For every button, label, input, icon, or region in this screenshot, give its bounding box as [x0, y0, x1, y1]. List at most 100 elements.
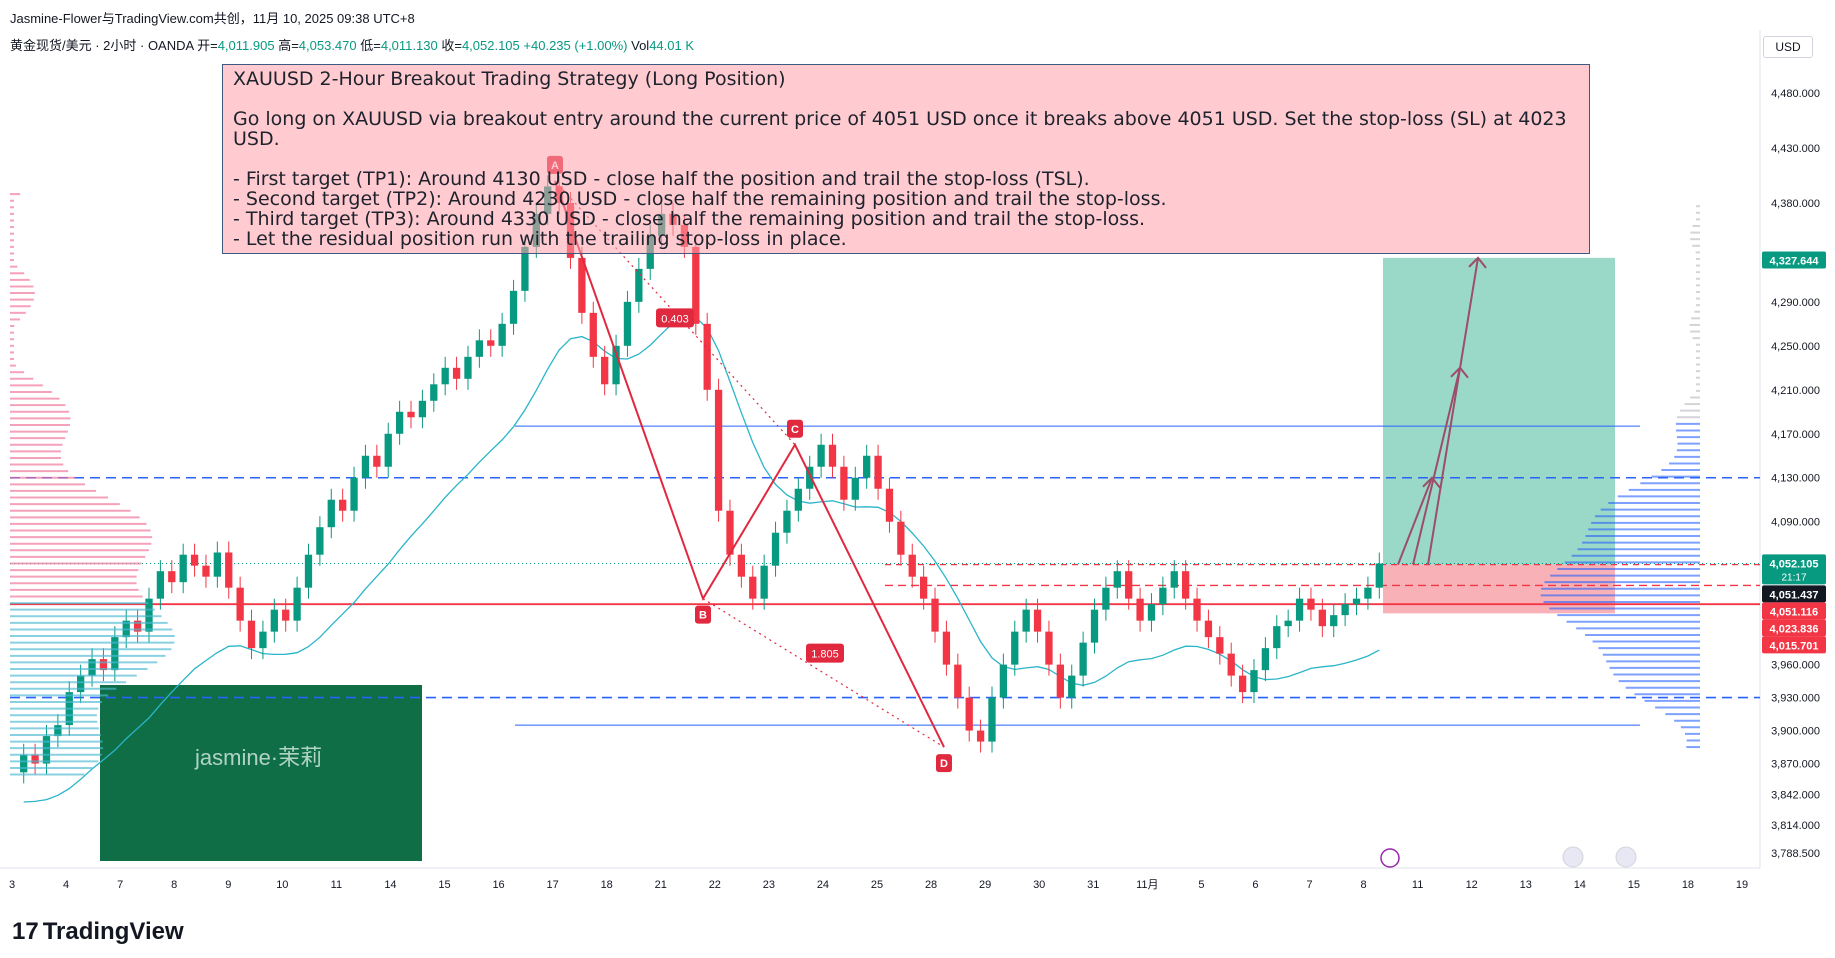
- candle-body-21: [259, 631, 267, 649]
- candle-body-54: [635, 268, 643, 302]
- candle-body-2: [42, 736, 51, 764]
- candle-body-69: [806, 466, 814, 489]
- candle-body-14: [179, 554, 187, 583]
- x-tick-label-1: 4: [63, 879, 69, 891]
- vol-label: Vol: [631, 38, 650, 53]
- candle-body-65: [760, 565, 768, 599]
- y-tick-label-5: 4,210.000: [1771, 385, 1820, 397]
- target-arrow-1: [1397, 477, 1433, 565]
- x-tick-label-22: 5: [1198, 879, 1204, 891]
- x-tick-label-6: 11: [331, 879, 342, 891]
- watermark-text: jasmine·茉莉: [195, 745, 323, 770]
- candle-body-25: [304, 554, 313, 588]
- fib-ratio-badge-1: [806, 643, 844, 663]
- candle-body-95: [1102, 587, 1110, 610]
- candle-body-60: [703, 323, 711, 390]
- candle-body-15: [190, 554, 199, 566]
- candle-body-88: [1022, 609, 1030, 632]
- candle-body-94: [1090, 609, 1099, 643]
- price-badge-label-1: 4,052.105: [1770, 558, 1819, 570]
- candle-body-6: [88, 659, 96, 676]
- x-tick-label-31: 18: [1682, 879, 1694, 891]
- y-tick-label-13: 3,842.000: [1771, 789, 1820, 801]
- currency-selector[interactable]: USD: [1763, 36, 1813, 58]
- strategy-title: XAUUSD 2-Hour Breakout Trading Strategy …: [233, 68, 786, 90]
- candle-body-39: [464, 356, 472, 379]
- candle-body-86: [999, 664, 1008, 698]
- price-badge-label-0: 4,327.644: [1770, 255, 1820, 267]
- low-label: 低=: [360, 38, 381, 53]
- candle-body-28: [339, 499, 347, 511]
- x-tick-label-17: 28: [925, 879, 937, 891]
- lightning-event-icon: [1380, 848, 1400, 868]
- price-badge-1: [1762, 554, 1826, 585]
- candle-body-38: [452, 367, 461, 379]
- candle-body-41: [487, 340, 495, 346]
- candle-body-33: [395, 411, 404, 434]
- x-tick-label-20: 31: [1087, 879, 1099, 891]
- candle-body-44: [521, 246, 529, 291]
- x-tick-label-25: 8: [1361, 879, 1367, 891]
- target-arrow-3: [1427, 257, 1479, 565]
- candle-body-61: [714, 389, 723, 511]
- x-tick-label-24: 7: [1306, 879, 1312, 891]
- y-tick-label-2: 4,380.000: [1771, 198, 1820, 210]
- candle-body-13: [168, 571, 176, 583]
- x-tick-label-2: 7: [117, 879, 123, 891]
- candle-body-51: [601, 356, 609, 385]
- candle-body-27: [327, 499, 335, 528]
- strategy-note[interactable]: XAUUSD 2-Hour Breakout Trading Strategy …: [222, 64, 1590, 254]
- candle-body-67: [783, 510, 791, 533]
- candle-body-37: [441, 367, 449, 385]
- candle-body-100: [1159, 587, 1167, 605]
- candle-body-42: [498, 323, 506, 346]
- x-tick-label-18: 29: [979, 879, 991, 891]
- candle-body-26: [316, 527, 324, 555]
- candle-body-98: [1136, 598, 1144, 621]
- harmonic-pattern-line: [554, 180, 945, 748]
- y-tick-label-0: 4,480.000: [1771, 88, 1820, 100]
- x-tick-label-3: 8: [171, 879, 177, 891]
- y-tick-label-12: 3,870.000: [1771, 759, 1820, 771]
- candle-body-113: [1307, 598, 1315, 610]
- price-badge-countdown-1: 21:17: [1781, 572, 1806, 583]
- x-tick-label-32: 19: [1736, 879, 1748, 891]
- price-badge-label-2: 4,051.437: [1770, 589, 1819, 601]
- candle-body-52: [612, 345, 620, 385]
- target-arrowhead-1: [1422, 476, 1441, 489]
- candle-body-103: [1193, 598, 1201, 621]
- candle-body-105: [1216, 637, 1224, 654]
- candle-body-30: [361, 455, 370, 478]
- x-tick-label-16: 25: [871, 879, 883, 891]
- candle-body-75: [874, 455, 882, 489]
- candle-body-82: [954, 664, 962, 698]
- tradingview-logo-text: TradingView: [42, 918, 184, 945]
- candle-body-70: [817, 444, 825, 467]
- candle-body-116: [1341, 604, 1349, 616]
- candle-body-84: [976, 730, 985, 742]
- candle-body-112: [1295, 598, 1304, 621]
- candle-body-22: [270, 609, 278, 632]
- candle-body-79: [919, 576, 928, 599]
- symbol-label[interactable]: 黄金现货/美元 · 2小时 · OANDA: [10, 38, 194, 53]
- candle-body-83: [965, 697, 973, 731]
- target-arrowhead-3: [1468, 256, 1487, 269]
- y-tick-label-14: 3,814.000: [1771, 820, 1820, 832]
- x-tick-label-26: 11: [1412, 879, 1423, 891]
- strategy-trailing: - Let the residual position run with the…: [233, 228, 847, 250]
- tradingview-logo[interactable]: 17 TradingView: [12, 918, 184, 946]
- candle-body-99: [1147, 604, 1156, 621]
- candle-body-71: [828, 444, 837, 467]
- x-tick-label-10: 17: [547, 879, 559, 891]
- y-tick-label-9: 3,960.000: [1771, 660, 1820, 672]
- candle-body-85: [988, 697, 996, 742]
- candle-body-81: [942, 631, 951, 665]
- candle-body-63: [737, 554, 746, 577]
- price-badge-label-4: 4,023.836: [1770, 623, 1819, 635]
- candle-body-96: [1113, 571, 1121, 588]
- candle-body-11: [145, 598, 153, 632]
- candle-body-93: [1079, 642, 1087, 676]
- candle-body-64: [749, 576, 757, 599]
